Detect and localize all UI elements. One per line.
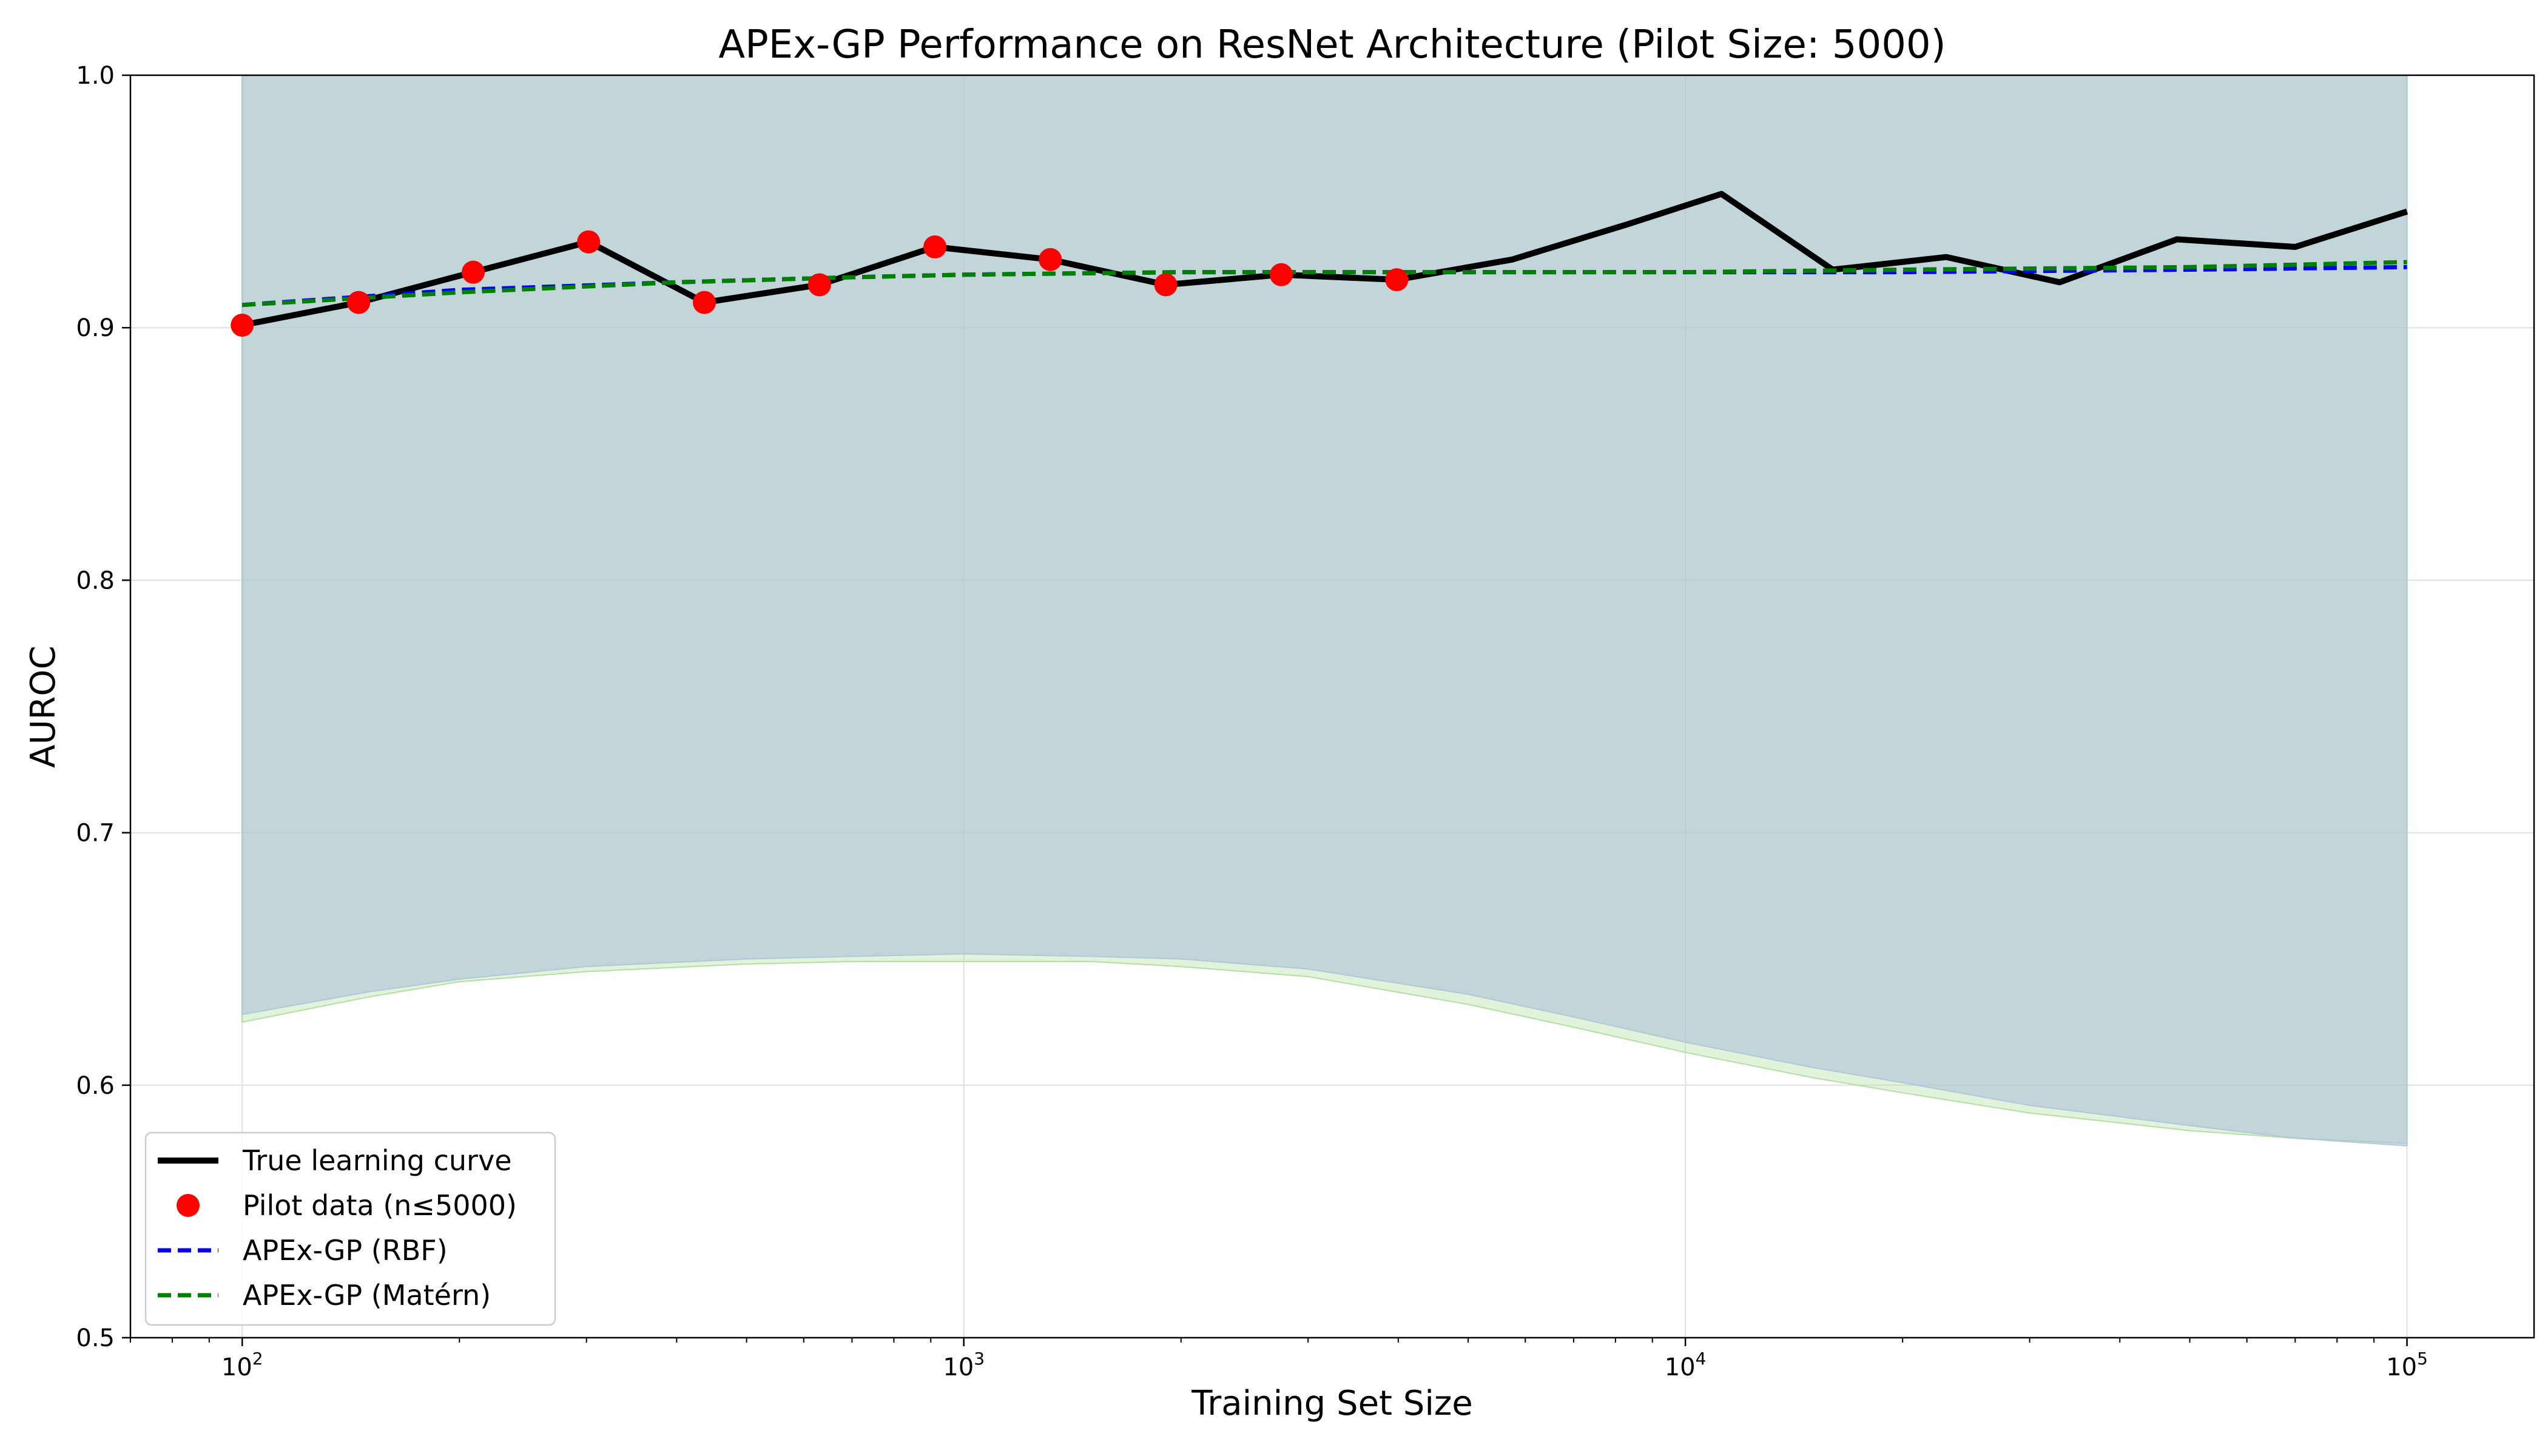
legend-marker	[177, 1194, 200, 1217]
x-axis-label: Training Set Size	[1191, 1384, 1472, 1423]
legend-label: APEx-GP (Matérn)	[243, 1279, 491, 1312]
pilot-data-point	[1269, 263, 1293, 286]
x-tick-label: 105	[2386, 1349, 2428, 1381]
pilot-data-point	[462, 260, 485, 284]
y-axis-label: AUROC	[24, 645, 63, 767]
legend-label: Pilot data (n≤5000)	[243, 1189, 517, 1222]
confidence-bands	[241, 75, 2408, 1147]
legend-label: APEx-GP (RBF)	[243, 1234, 448, 1267]
y-tick-label: 0.8	[76, 567, 115, 595]
true-learning-curve-line	[241, 190, 2408, 328]
y-tick-label: 0.7	[76, 820, 115, 848]
pilot-data-point	[1039, 248, 1062, 271]
x-tick-label: 103	[943, 1349, 985, 1381]
pilot-data-point	[231, 314, 254, 337]
pilot-data-point	[347, 291, 371, 314]
chart-title: APEx-GP Performance on ResNet Architectu…	[718, 22, 1946, 67]
pilot-data-point	[693, 291, 716, 314]
y-tick-label: 1.0	[76, 62, 115, 90]
pilot-data-point	[1385, 268, 1409, 292]
legend-box	[144, 1131, 556, 1326]
pilot-data-point	[923, 235, 947, 259]
x-tick-label: 104	[1665, 1349, 1707, 1381]
pilot-data-point	[807, 273, 831, 297]
series	[231, 190, 2408, 337]
legend-label: True learning curve	[242, 1144, 512, 1177]
pilot-data-point	[577, 230, 601, 254]
y-tick-label: 0.5	[76, 1324, 115, 1352]
axis-ticks: 0.5 0.6 0.7 0.8 0.9 1.0 102 103 104 105	[76, 62, 2428, 1381]
plot-frame	[129, 74, 2535, 1339]
legend: True learning curve Pilot data (n≤5000) AP…	[144, 1131, 556, 1326]
y-tick-label: 0.6	[76, 1072, 115, 1100]
x-tick-label: 102	[221, 1349, 263, 1381]
pilot-data-point	[1154, 273, 1178, 297]
y-tick-label: 0.9	[76, 314, 115, 342]
